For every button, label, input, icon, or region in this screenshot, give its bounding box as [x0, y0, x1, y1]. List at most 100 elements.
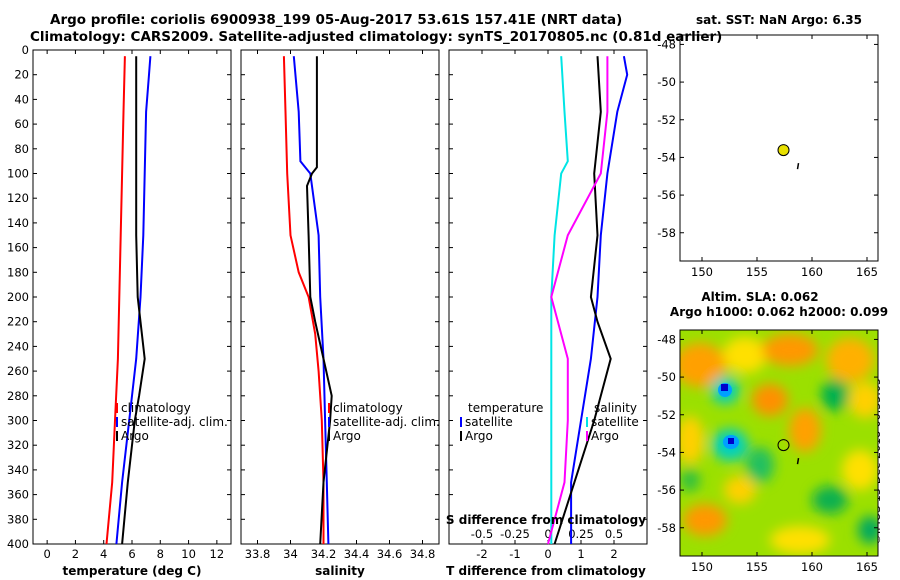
ytick-label: 300 [7, 414, 29, 428]
tdiff-xtick-label: 2 [610, 547, 617, 561]
sdiff-xtick-label: -0.25 [500, 527, 530, 541]
tdiff-xtick-label: -2 [476, 547, 487, 561]
temperature-xtick-label: 8 [157, 547, 164, 561]
salinity-xtick-label: 34.8 [410, 547, 436, 561]
salinity-xtick-label: 34.6 [377, 547, 403, 561]
sdiff-xtick-label: 0 [544, 527, 551, 541]
sst-map-argo-marker [777, 144, 790, 157]
temperature-legend-satellite: satellite-adj. clim. [121, 415, 228, 429]
sst-map-float-track [796, 162, 800, 170]
ytick-label: 200 [7, 290, 29, 304]
temperature-panel-frame [32, 49, 232, 545]
sla-map-float-track [796, 457, 800, 465]
salinity-xtick-label: 33.8 [245, 547, 271, 561]
diff-legend-t-satellite: satellite [465, 415, 513, 429]
ytick-label: 160 [7, 241, 29, 255]
sla-map-ytick-label: -54 [657, 445, 676, 459]
temperature-xtick-label: 4 [100, 547, 107, 561]
sdiff-xlabel: S difference from climatology [446, 513, 646, 527]
diff-line-s-satellite [550, 56, 569, 544]
ytick-label: 60 [14, 117, 29, 131]
diff-legend-s-satellite: satellite [591, 415, 639, 429]
diff-legend-salinity-title: salinity [594, 401, 637, 415]
sdiff-xtick-label: 0.5 [605, 527, 623, 541]
sst-map-ytick-label: -58 [657, 226, 676, 240]
temperature-xtick-label: 0 [43, 547, 50, 561]
title-line-1: Argo profile: coriolis 6900938_199 05-Au… [50, 12, 623, 28]
sst-map-xtick-label: 150 [691, 265, 713, 279]
ytick-label: 320 [7, 438, 29, 452]
sla-map-xtick-label: 160 [801, 560, 823, 574]
ytick-label: 340 [7, 463, 29, 477]
salinity-xlabel: salinity [315, 564, 365, 578]
sst-map-frame [679, 34, 879, 262]
tdiff-xtick-label: -1 [509, 547, 520, 561]
title-line-2: Climatology: CARS2009. Satellite-adjuste… [30, 29, 723, 45]
diff-legend-s-argo: Argo [591, 429, 619, 443]
sst-map-xtick-label: 155 [746, 265, 768, 279]
ytick-label: 20 [14, 68, 29, 82]
ytick-label: 140 [7, 216, 29, 230]
temperature-legend-climatology: climatology [121, 401, 191, 415]
sdiff-xtick-label: 0.25 [568, 527, 594, 541]
sst-map-xtick-label: 165 [856, 265, 878, 279]
salinity-legend-satellite: satellite-adj. clim. [333, 415, 440, 429]
sla-map-ytick-label: -56 [657, 483, 676, 497]
sla-map-ytick-label: -58 [657, 521, 676, 535]
temperature-xtick-label: 12 [210, 547, 225, 561]
sst-map-ytick-label: -56 [657, 188, 676, 202]
salinity-legend-climatology: climatology [333, 401, 403, 415]
ytick-label: 400 [7, 537, 29, 551]
sla-map-xtick-label: 165 [856, 560, 878, 574]
temperature-xtick-label: 2 [72, 547, 79, 561]
diff-line-t-argo [553, 56, 612, 545]
sla-map-ytick-label: -48 [657, 332, 676, 346]
temperature-xlabel: temperature (deg C) [63, 564, 202, 578]
sst-map-xtick-label: 160 [801, 265, 823, 279]
sst-map-ytick-label: -54 [657, 150, 676, 164]
temperature-line-climatology [105, 56, 126, 545]
sla-map-argo-marker [777, 439, 790, 452]
tdiff-xtick-label: 0 [544, 547, 551, 561]
sla-map-ytick-label: -52 [657, 408, 676, 422]
ytick-label: 40 [14, 92, 29, 106]
sla-map-xtick-label: 155 [746, 560, 768, 574]
sla-map-title-line1: Altim. SLA: 0.062 [701, 290, 818, 304]
ytick-label: 100 [7, 167, 29, 181]
ytick-label: 280 [7, 389, 29, 403]
sst-map-ytick-label: -48 [657, 37, 676, 51]
salinity-xtick-label: 34 [283, 547, 298, 561]
ytick-label: 0 [22, 43, 29, 57]
temperature-xtick-label: 10 [181, 547, 196, 561]
salinity-xtick-label: 34.2 [311, 547, 337, 561]
salinity-line-argo [305, 56, 333, 545]
ytick-label: 220 [7, 315, 29, 329]
ytick-label: 260 [7, 364, 29, 378]
sdiff-xtick-label: -0.5 [471, 527, 493, 541]
ytick-label: 120 [7, 191, 29, 205]
temperature-line-satellite-adj--clim- [115, 56, 152, 545]
salinity-panel-frame [240, 49, 440, 545]
temperature-legend-argo: Argo [121, 429, 149, 443]
ytick-label: 240 [7, 339, 29, 353]
diff-line-t-satellite [570, 56, 629, 544]
differences-panel-frame [448, 49, 648, 545]
ytick-label: 80 [14, 142, 29, 156]
ytick-label: 180 [7, 265, 29, 279]
sla-map-xtick-label: 150 [691, 560, 713, 574]
salinity-xtick-label: 34.4 [344, 547, 370, 561]
salinity-legend-argo: Argo [333, 429, 361, 443]
salinity-line-climatology [282, 56, 325, 544]
sst-map-ytick-label: -50 [657, 75, 676, 89]
diff-line-s-argo [547, 56, 609, 545]
tdiff-xlabel: T difference from climatology [446, 564, 646, 578]
diff-legend-t-argo: Argo [465, 429, 493, 443]
sla-heatmap-field [680, 330, 878, 556]
sla-map-title-line2: Argo h1000: 0.062 h2000: 0.099 [670, 305, 888, 319]
sst-map-ytick-label: -52 [657, 113, 676, 127]
tdiff-xtick-label: 1 [577, 547, 584, 561]
ytick-label: 380 [7, 512, 29, 526]
sla-map-ytick-label: -50 [657, 370, 676, 384]
diff-legend-temperature-title: temperature [468, 401, 543, 415]
